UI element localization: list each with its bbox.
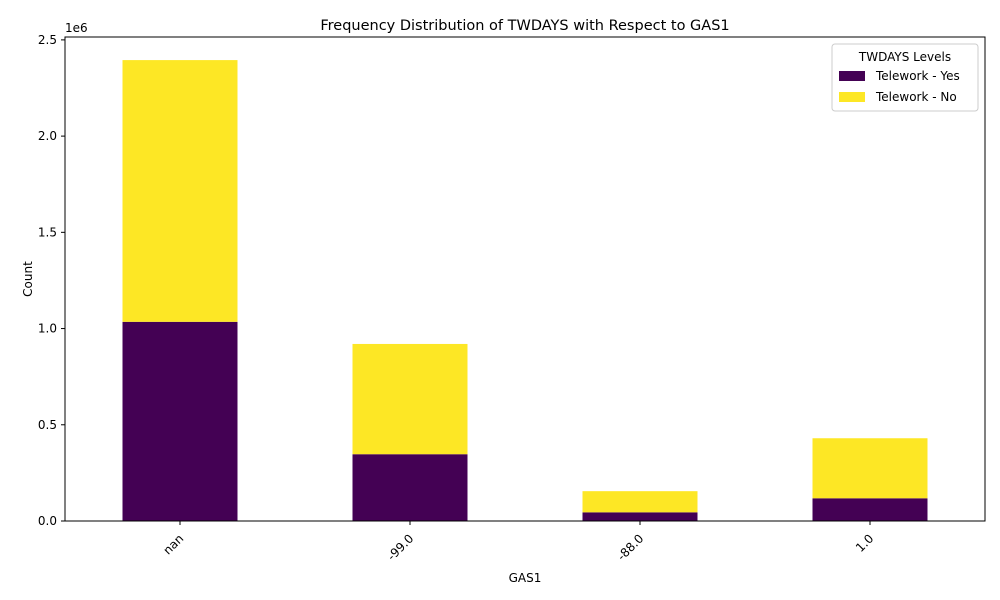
y-tick-label: 0.5 <box>38 418 57 432</box>
x-tick-label: -99.0 <box>384 531 416 563</box>
y-tick-label: 2.0 <box>38 129 57 143</box>
bar-nan-telework-yes <box>122 321 238 521</box>
bar-1.0-telework-yes <box>812 498 928 521</box>
bars-group <box>122 60 928 521</box>
y-ticks: 0.0 0.5 1.0 1.5 2.0 2.5 <box>38 33 65 528</box>
bar--99.0-telework-yes <box>352 454 468 521</box>
legend-swatch <box>839 71 865 81</box>
legend-label: Telework - Yes <box>875 69 960 83</box>
x-tick-label: 1.0 <box>853 531 876 554</box>
y-tick-label: 1.5 <box>38 225 57 239</box>
x-tick-label: nan <box>160 531 186 557</box>
x-axis-label: GAS1 <box>509 571 542 585</box>
y-tick-label: 1.0 <box>38 322 57 336</box>
legend-box <box>831 43 979 112</box>
y-tick-label: 0.0 <box>38 514 57 528</box>
y-offset-label: 1e6 <box>65 21 88 35</box>
chart-title: Frequency Distribution of TWDAYS with Re… <box>320 18 729 34</box>
y-axis-label: Count <box>21 261 35 297</box>
legend-label: Telework - No <box>875 90 957 104</box>
legend: TWDAYS Levels Telework - Yes Telework - N… <box>831 43 979 112</box>
bar-nan-telework-no <box>122 60 238 322</box>
axes-group <box>64 36 986 522</box>
bar-1.0-telework-no <box>812 438 928 499</box>
bar--88.0-telework-no <box>582 491 698 513</box>
legend-title: TWDAYS Levels <box>858 50 951 64</box>
x-ticks: nan -99.0 -88.0 1.0 <box>160 521 876 563</box>
legend-swatch <box>839 92 865 102</box>
x-tick-label: -88.0 <box>614 531 646 563</box>
plot-frame <box>64 36 986 522</box>
bar--88.0-telework-yes <box>582 512 698 521</box>
y-tick-label: 2.5 <box>38 33 57 47</box>
legend-entries: Telework - Yes Telework - No <box>839 69 960 104</box>
bar--99.0-telework-no <box>352 343 468 455</box>
